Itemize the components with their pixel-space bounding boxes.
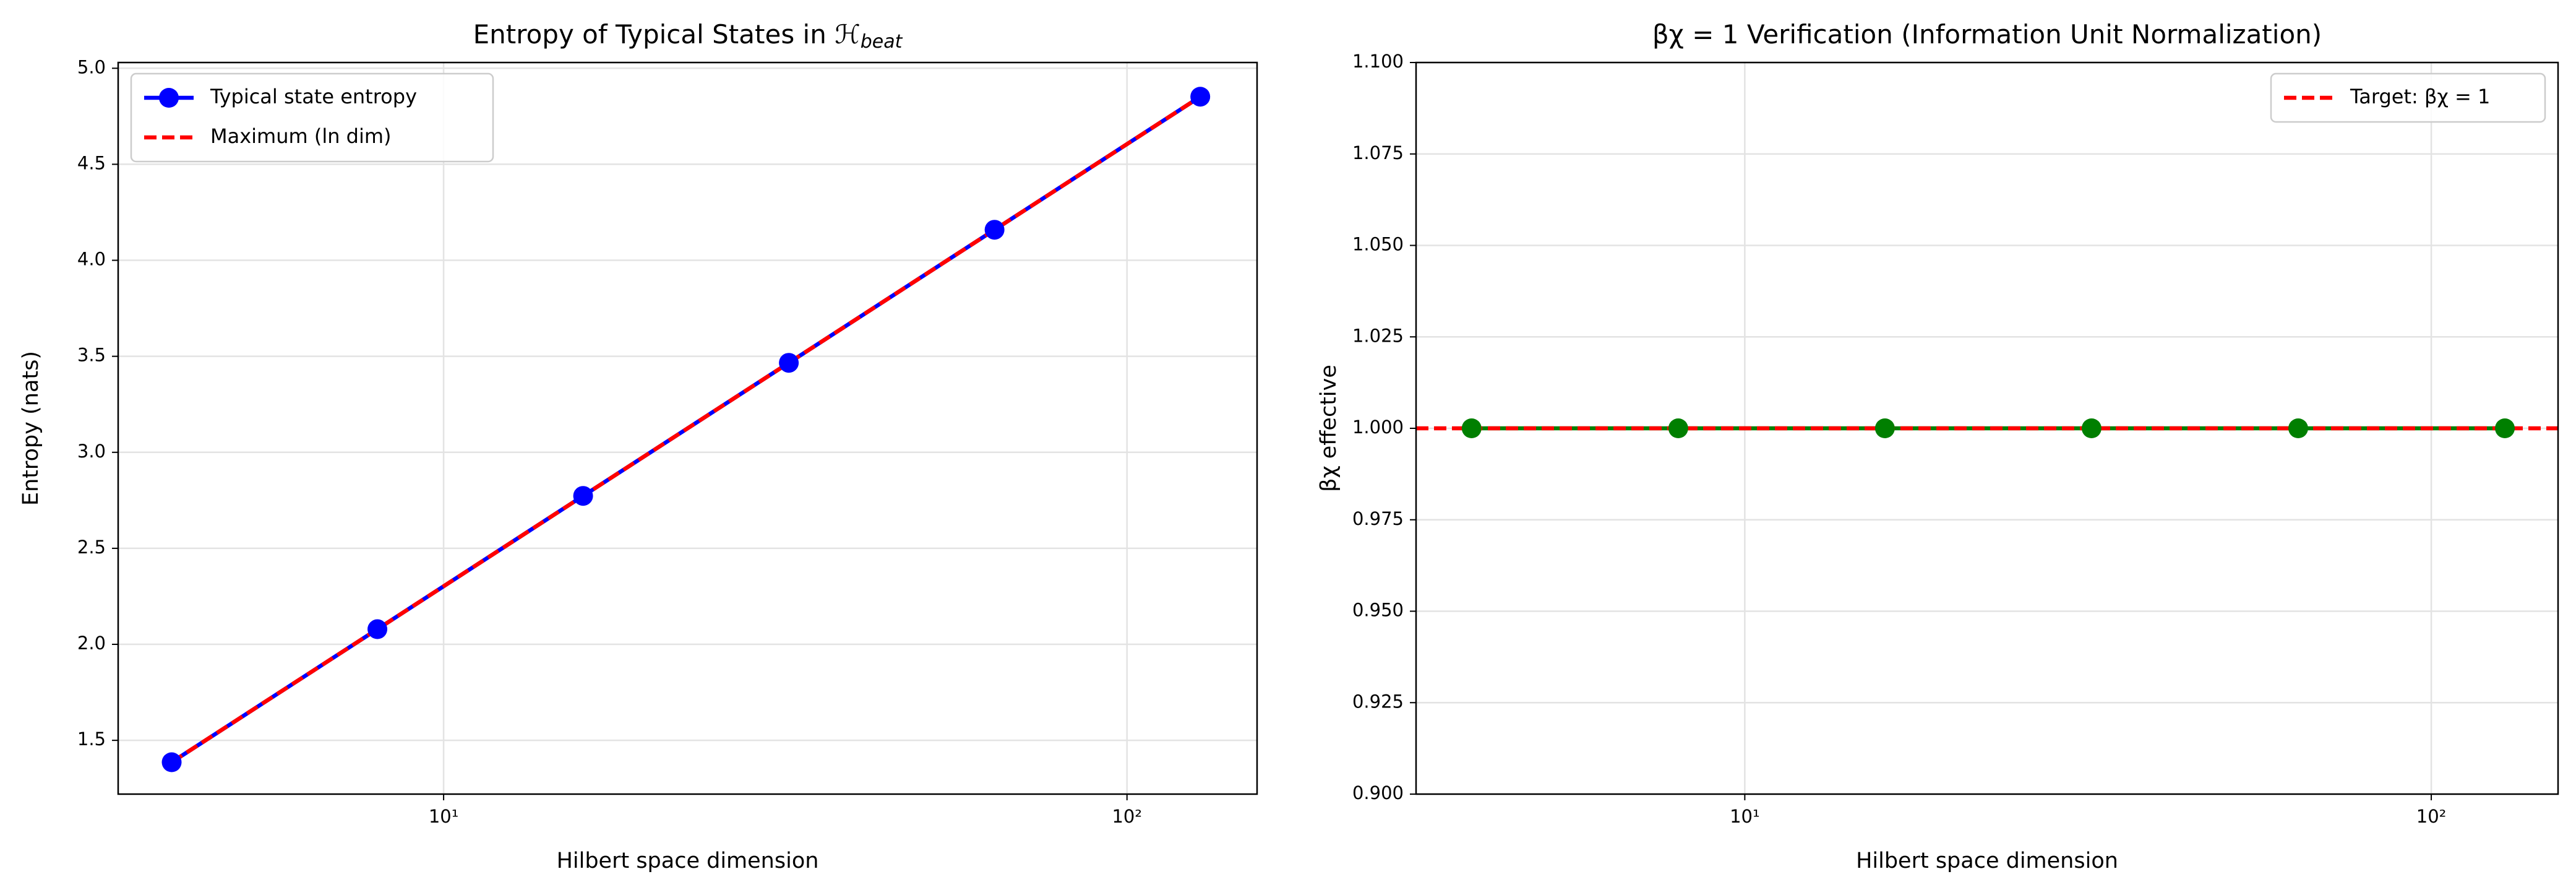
y-tick-label: 1.075: [1352, 142, 1404, 163]
y-tick-label: 4.0: [77, 249, 106, 270]
y-tick-label: 4.5: [77, 152, 106, 173]
legend: Typical state entropy Maximum (ln dim): [130, 72, 494, 163]
marker: [2495, 418, 2515, 438]
x-tick-label: 10²: [1112, 806, 1142, 827]
y-tick-label: 3.5: [77, 345, 106, 366]
marker: [984, 220, 1005, 240]
y-tick-label: 0.925: [1352, 691, 1404, 712]
marker: [161, 752, 182, 772]
y-tick-label: 0.950: [1352, 600, 1404, 621]
y-tick-label: 1.050: [1352, 234, 1404, 255]
title-text: Entropy of Typical States in ℋ: [473, 19, 861, 50]
x-tick-label: 10²: [2416, 806, 2447, 827]
title-text: βχ = 1 Verification (Information Unit No…: [1652, 19, 2322, 50]
x-tick-label: 10¹: [1730, 806, 1760, 827]
marker: [1190, 87, 1211, 107]
x-axis-label: Hilbert space dimension: [557, 849, 819, 873]
marker: [2288, 418, 2308, 438]
marker: [1461, 418, 1482, 438]
marker: [573, 486, 593, 506]
y-tick-label: 3.0: [77, 441, 106, 462]
axes-frame: [1415, 61, 2559, 795]
legend-box: [130, 72, 494, 163]
marker: [367, 619, 388, 639]
y-tick-label: 2.5: [77, 537, 106, 558]
marker: [1874, 418, 1895, 438]
legend-label: Target: βχ = 1: [2350, 85, 2490, 108]
legend-label: Typical state entropy: [210, 85, 417, 108]
x-axis-label: Hilbert space dimension: [1856, 849, 2118, 873]
legend-label: Maximum (ln dim): [210, 124, 392, 148]
marker: [2081, 418, 2102, 438]
y-tick-label: 1.025: [1352, 325, 1404, 346]
y-axis-label: Entropy (nats): [19, 351, 43, 506]
marker: [1668, 418, 1688, 438]
y-tick-label: 1.100: [1352, 51, 1404, 72]
legend: Target: βχ = 1: [2270, 72, 2546, 123]
chart-title: Entropy of Typical States in ℋbeat: [473, 19, 903, 53]
axes-frame: [117, 61, 1258, 795]
legend-box: [2270, 72, 2546, 123]
y-tick-label: 1.000: [1352, 417, 1404, 438]
legend-marker: [159, 88, 179, 108]
y-tick-label: 0.975: [1352, 508, 1404, 529]
x-tick-label: 10¹: [429, 806, 459, 827]
y-tick-label: 2.0: [77, 633, 106, 654]
y-tick-label: 5.0: [77, 56, 106, 77]
chart-title: βχ = 1 Verification (Information Unit No…: [1652, 19, 2322, 50]
y-tick-label: 0.900: [1352, 782, 1404, 803]
marker: [779, 353, 799, 373]
series-line: [170, 95, 1201, 764]
title-subscript: beat: [861, 31, 903, 53]
y-axis-label: βχ effective: [1316, 365, 1341, 492]
y-tick-label: 1.5: [77, 729, 106, 750]
